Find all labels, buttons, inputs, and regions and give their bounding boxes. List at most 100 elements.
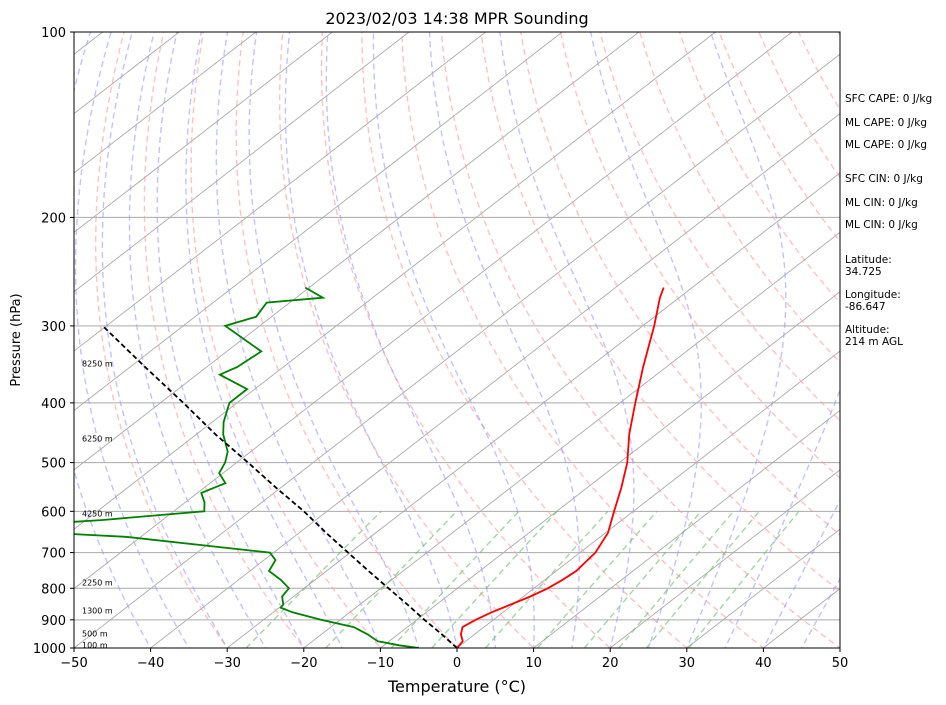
- isotherm-line: [609, 469, 840, 648]
- moist-adiabat: [686, 32, 787, 648]
- isotherm-line: [686, 528, 840, 648]
- mixing-ratio-line: [688, 510, 800, 648]
- dry-adiabat: [320, 32, 612, 648]
- side-panel-item: ML CIN: 0 J/kg: [845, 197, 918, 209]
- moist-adiabat: [215, 32, 382, 648]
- x-tick-label: −30: [213, 656, 240, 671]
- moist-adiabat: [284, 32, 458, 648]
- side-panel-label: ML CAPE: 0 J/kg: [845, 117, 928, 129]
- x-tick-label: 30: [679, 656, 696, 671]
- mixing-ratio-line: [325, 510, 458, 648]
- x-axis-label: Temperature (°C): [387, 677, 526, 696]
- dry-adiabat: [678, 32, 840, 304]
- background-lines: [74, 32, 840, 648]
- isotherm-line: [74, 32, 640, 471]
- data-lines: [74, 286, 665, 648]
- y-tick-label: 100: [41, 26, 66, 41]
- moist-adiabat: [325, 32, 497, 648]
- x-tick-label: −20: [290, 656, 317, 671]
- y-tick-label: 900: [41, 614, 66, 629]
- dry-adiabat: [95, 32, 229, 648]
- side-panel-label: Longitude:: [845, 289, 901, 301]
- dry-adiabat: [599, 32, 840, 422]
- y-tick-label: 700: [41, 547, 66, 562]
- dewpoint-profile: [74, 286, 419, 648]
- isotherm-line: [74, 32, 410, 293]
- side-panel-item: ML CAPE: 0 J/kg: [845, 139, 927, 151]
- isotherm-line: [74, 32, 793, 590]
- moist-adiabat: [74, 32, 190, 648]
- moist-adiabat: [428, 32, 580, 648]
- moist-adiabat: [372, 32, 535, 648]
- height-label: 6250 m: [82, 435, 113, 444]
- x-tick-label: 0: [453, 656, 461, 671]
- moist-adiabat: [248, 32, 420, 648]
- dry-adiabat: [559, 32, 840, 479]
- y-tick-label: 600: [41, 505, 66, 520]
- dry-adiabat: [401, 32, 765, 648]
- y-axis-label: Pressure (hPa): [9, 293, 24, 386]
- side-panel-item: SFC CIN: 0 J/kg: [845, 173, 923, 185]
- side-panel-value: 34.725: [845, 266, 882, 278]
- side-panel-item: Latitude: 34.725: [845, 254, 892, 278]
- side-panel-label: Latitude:: [845, 254, 892, 266]
- temperature-profile: [456, 287, 665, 648]
- moist-adiabat: [590, 32, 702, 648]
- dry-adiabat: [361, 32, 688, 648]
- height-label: 500 m: [82, 630, 108, 639]
- y-tick-label: 500: [41, 457, 66, 472]
- x-tick-label: 20: [602, 656, 619, 671]
- mixing-ratio-line: [484, 510, 609, 648]
- x-tick-label: −50: [60, 656, 87, 671]
- side-panel-label: ML CIN: 0 J/kg: [845, 197, 918, 209]
- side-panel-label: SFC CIN: 0 J/kg: [845, 173, 923, 185]
- isotherm-line: [150, 113, 840, 648]
- side-panel-item: SFC CAPE: 0 J/kg: [845, 93, 932, 105]
- height-label: 4250 m: [82, 510, 113, 519]
- y-tick-label: 200: [41, 211, 66, 226]
- mixing-ratio-line: [618, 510, 735, 648]
- isotherm-line: [74, 32, 563, 412]
- y-tick-label: 400: [41, 397, 66, 412]
- isotherm-line: [74, 53, 840, 648]
- isotherm-line: [74, 32, 257, 174]
- x-tick-label: 10: [525, 656, 542, 671]
- mixing-ratio-line: [645, 510, 760, 648]
- height-label: 8250 m: [82, 359, 113, 368]
- y-tick-label: 1000: [33, 642, 66, 657]
- x-tick-label: 50: [832, 656, 849, 671]
- isotherm-line: [74, 32, 333, 233]
- side-panel-value: 214 m AGL: [845, 336, 903, 348]
- side-panel-item: Altitude: 214 m AGL: [845, 324, 903, 348]
- x-tick-label: −40: [137, 656, 164, 671]
- isotherm-line: [533, 409, 840, 648]
- dry-adiabat: [520, 32, 840, 536]
- isotherm-line: [74, 32, 486, 352]
- mixing-ratio-line: [390, 510, 520, 648]
- height-labels: 100 m 500 m 1300 m 2250 m 4250 m 6250 m 8250 m: [82, 359, 113, 649]
- dry-adiabat: [143, 32, 305, 648]
- moist-adiabat: [74, 32, 152, 648]
- height-label: 100 m: [82, 641, 108, 650]
- parcel-profile: [102, 325, 458, 648]
- x-tick-label: −10: [367, 656, 394, 671]
- side-panel-label: ML CIN: 0 J/kg: [845, 219, 918, 231]
- side-panel-item: ML CAPE: 0 J/kg: [845, 117, 927, 129]
- side-panel-label: Altitude:: [845, 324, 890, 336]
- mixing-ratio-line: [431, 510, 558, 648]
- dry-adiabat: [190, 32, 382, 648]
- y-tick-label: 300: [41, 320, 66, 335]
- isotherm-line: [74, 32, 716, 530]
- moist-adiabat: [156, 32, 305, 648]
- mixing-ratio-line: [583, 510, 702, 648]
- dry-adiabat: [639, 32, 840, 364]
- x-axis: −50 −40 −30 −20 −10 0 10 20 30 40 50: [60, 648, 848, 671]
- isotherm-line: [380, 291, 840, 648]
- side-panel-label: SFC CAPE: 0 J/kg: [845, 93, 933, 105]
- moist-adiabat: [101, 32, 229, 648]
- mixing-ratio-line: [245, 510, 382, 648]
- side-panel-item: Longitude: -86.647: [845, 289, 901, 313]
- x-tick-label: 40: [755, 656, 772, 671]
- dry-adiabat: [278, 32, 535, 648]
